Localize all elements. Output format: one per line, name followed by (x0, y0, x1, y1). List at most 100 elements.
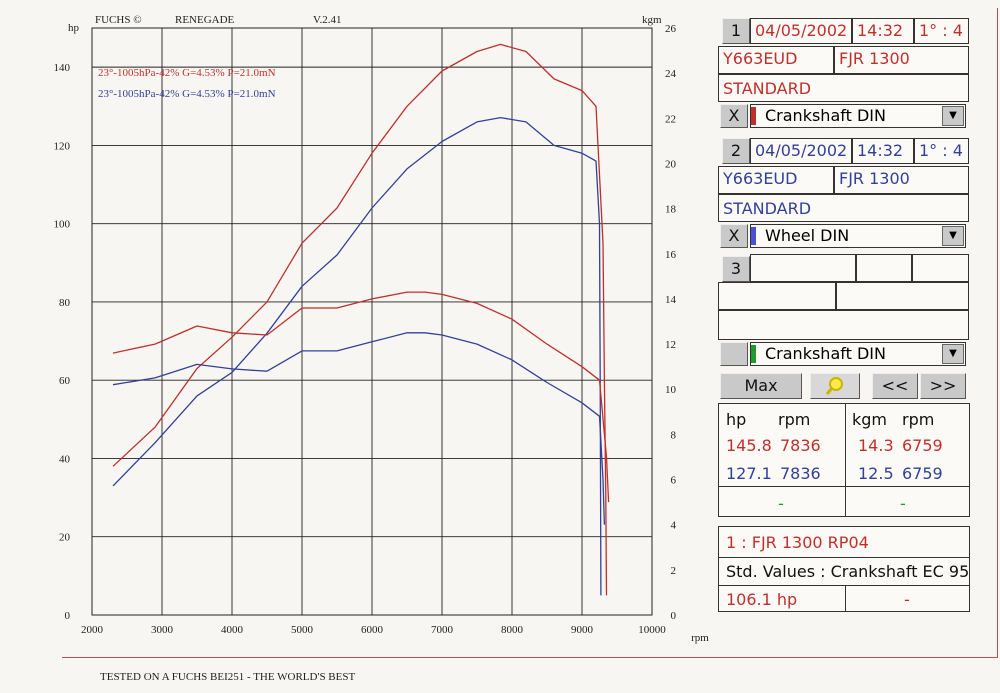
dyno-chart: 2000 3000 4000 5000 6000 7000 8000 9000 10000020… (54, 23, 710, 644)
run1-mode: STANDARD (718, 74, 969, 102)
magnifier-icon (825, 377, 843, 395)
run3-mode (718, 310, 969, 340)
x-tick-label: 3000 (151, 624, 174, 636)
run2-mode: STANDARD (718, 194, 969, 222)
y2-tick-label: 22 (665, 113, 676, 125)
zoom-button[interactable] (810, 373, 860, 399)
y2-tick-label: 10 (665, 384, 677, 396)
run2-color-swatch (751, 227, 756, 245)
info-divider (718, 557, 970, 558)
x-tick-label: 9000 (571, 624, 594, 636)
series-line-1 (112, 43, 608, 596)
legend-entry-1: 23°-1005hPa-42% G=4.53% P=21.0mN (98, 67, 276, 79)
table-header-hp: hp (726, 410, 747, 429)
x-tick-label: 7000 (431, 624, 454, 636)
chevron-down-icon[interactable]: ▼ (942, 106, 964, 126)
y2-tick-label: 6 (671, 475, 677, 487)
right-axis-unit: kgm (642, 14, 662, 26)
x-tick-label: 8000 (501, 624, 524, 636)
run1-power-select[interactable]: Crankshaft DIN ▼ (750, 104, 966, 128)
y-tick-label: 100 (54, 219, 71, 231)
x-tick-label: 4000 (221, 624, 244, 636)
x-tick-label: 6000 (361, 624, 384, 636)
run2-date: 04/05/2002 (750, 138, 852, 164)
run2-registration: Y663EUD (718, 166, 834, 194)
info-value: 106.1 hp (726, 590, 798, 609)
run3-close-button[interactable] (720, 342, 748, 366)
y2-tick-label: 20 (665, 158, 677, 170)
max-button[interactable]: Max (720, 373, 802, 399)
chevron-down-icon[interactable]: ▼ (942, 226, 964, 246)
y2-tick-label: 26 (665, 23, 677, 35)
run2-power-value: Wheel DIN (765, 226, 850, 245)
run1-max-hp: 145.8 (726, 436, 772, 455)
y2-tick-label: 24 (665, 68, 677, 80)
run3-model (836, 282, 969, 310)
y-tick-label: 20 (59, 532, 71, 544)
run2-time: 14:32 (852, 138, 914, 164)
run2-close-button[interactable]: X (720, 224, 748, 248)
left-axis-unit: hp (68, 22, 79, 34)
run1-date: 04/05/2002 (750, 18, 852, 44)
run2-max-hp: 127.1 (726, 464, 772, 483)
run2-max-hp-rpm: 7836 (780, 464, 821, 483)
chart-frame (62, 8, 998, 658)
run2-model: FJR 1300 (834, 166, 969, 194)
run1-registration: Y663EUD (718, 46, 834, 74)
run3-power-select[interactable]: Crankshaft DIN ▼ (750, 342, 966, 366)
table-divider (845, 403, 846, 517)
run2-power-select[interactable]: Wheel DIN ▼ (750, 224, 966, 248)
run1-number-button[interactable]: 1 (722, 18, 750, 44)
table-header-kgm: kgm (852, 410, 888, 429)
y2-tick-label: 12 (665, 339, 676, 351)
x-tick-label: 10000 (638, 624, 666, 636)
table-header-rpm-2: rpm (902, 410, 935, 429)
version-label: V.2.41 (313, 14, 342, 26)
y2-tick-label: 8 (671, 429, 677, 441)
y2-tick-label: 0 (671, 610, 677, 622)
previous-button[interactable]: << (872, 373, 918, 399)
run3-time (856, 254, 912, 282)
run3-max-hp: - (778, 494, 784, 513)
y-tick-label: 80 (59, 297, 71, 309)
run1-gear: 1° : 4 (914, 18, 969, 44)
run2-max-kgm: 12.5 (858, 464, 894, 483)
table-header-rpm: rpm (778, 410, 811, 429)
run3-gear (912, 254, 969, 282)
run3-color-swatch (751, 345, 756, 363)
model-label: RENEGADE (175, 14, 235, 26)
y-tick-label: 0 (65, 610, 71, 622)
y2-tick-label: 14 (665, 294, 677, 306)
info-line-1: 1 : FJR 1300 RP04 (726, 533, 869, 552)
info-box (718, 526, 970, 612)
max-values-table (718, 403, 970, 517)
run1-max-kgm-rpm: 6759 (902, 436, 943, 455)
run1-color-swatch (751, 107, 756, 125)
plot-border (91, 27, 653, 616)
run1-power-value: Crankshaft DIN (765, 106, 886, 125)
run1-close-button[interactable]: X (720, 104, 748, 128)
run3-number-button[interactable]: 3 (722, 256, 750, 282)
run1-max-kgm: 14.3 (858, 436, 894, 455)
info-divider (718, 585, 970, 586)
run2-max-kgm-rpm: 6759 (902, 464, 943, 483)
x-tick-label: 2000 (81, 624, 104, 636)
y-tick-label: 140 (54, 62, 71, 74)
run1-max-hp-rpm: 7836 (780, 436, 821, 455)
legend-entry-2: 23°-1005hPa-42% G=4.53% P=21.0mN (98, 88, 276, 100)
y2-tick-label: 2 (671, 565, 677, 577)
run2-number-button[interactable]: 2 (722, 138, 750, 164)
footer-text: TESTED ON A FUCHS BEI251 - THE WORLD'S B… (100, 671, 356, 683)
run3-max-kgm: - (900, 494, 906, 513)
y-tick-label: 40 (59, 453, 71, 465)
y-tick-label: 60 (59, 375, 71, 387)
y2-tick-label: 4 (671, 520, 677, 532)
y2-tick-label: 16 (665, 249, 677, 261)
next-button[interactable]: >> (920, 373, 966, 399)
series-line-3 (112, 291, 610, 503)
run3-registration (718, 282, 836, 310)
chevron-down-icon[interactable]: ▼ (942, 344, 964, 364)
x-axis-label: rpm (691, 632, 709, 644)
x-tick-label: 5000 (291, 624, 314, 636)
run3-power-value: Crankshaft DIN (765, 344, 886, 363)
